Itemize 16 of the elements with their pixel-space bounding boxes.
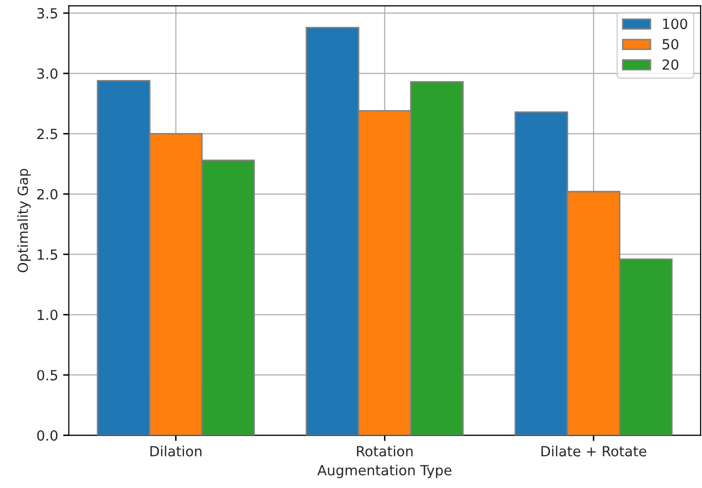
y-tick-label: 2.0 [37,189,58,200]
y-tick-label: 1.0 [38,310,58,320]
y-tick-label: 2.5 [37,128,58,140]
legend-label: 100 [663,18,688,30]
y-tick-label: 0.5 [37,370,58,380]
x-tick-label: Rotation [357,446,413,456]
x-axis-title: Augmentation Type [317,464,452,478]
x-tick-label: Dilation [150,446,202,456]
y-tick-label: 1.5 [38,250,58,260]
legend-label: 20 [662,59,678,70]
legend-label: 50 [662,38,678,50]
y-tick-label: 3.5 [37,8,58,19]
x-tick-label: Dilate + Rotate [541,446,646,456]
y-axis-title: Optimality Gap [17,168,31,272]
y-tick-label: 3.0 [37,68,58,79]
y-tick-label: 0.0 [37,430,58,441]
